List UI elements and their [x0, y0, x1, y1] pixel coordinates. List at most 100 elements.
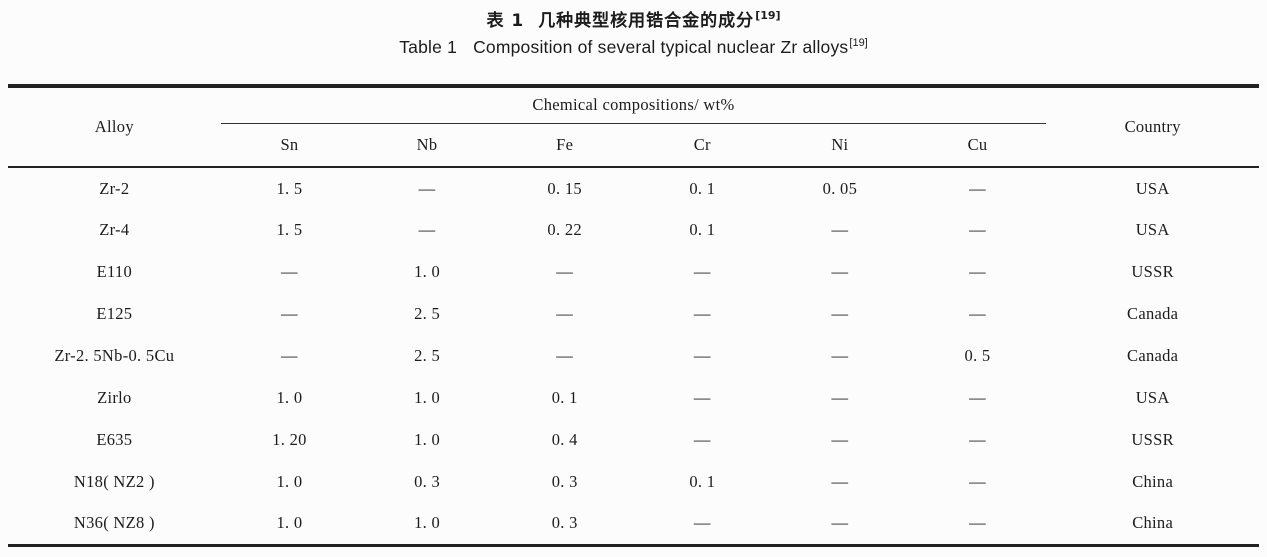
sn-cell: 1. 5: [276, 220, 303, 239]
country-cell: USA: [1135, 388, 1170, 407]
cr-cell: —: [693, 388, 711, 407]
cu-cell: —: [969, 304, 986, 323]
header-group-row: Alloy Chemical compositions/ wt% Country: [8, 86, 1259, 168]
column-header-cu: Cu: [908, 123, 1047, 168]
table-row: Zirlo 1. 0 1. 0 0. 1 — — — USA: [8, 377, 1259, 419]
column-header-cr: Cr: [633, 123, 772, 168]
alloy-cell: Zr-2: [99, 178, 130, 198]
nb-cell: 1. 0: [414, 513, 441, 533]
cr-cell: —: [693, 346, 711, 365]
ni-cell: 0. 05: [822, 178, 858, 198]
cu-cell: —: [969, 513, 986, 533]
table-caption-zh-text: 几种典型核用锆合金的成分: [538, 11, 755, 31]
composition-table: Alloy Chemical compositions/ wt% Country…: [8, 84, 1259, 547]
ni-cell: —: [831, 388, 849, 407]
table-row: N18( NZ2 ) 1. 0 0. 3 0. 3 0. 1 — — China: [8, 461, 1259, 503]
nb-cell: 2. 5: [414, 346, 441, 365]
table-row: Zr-2 1. 5 — 0. 15 0. 1 0. 05 — USA: [8, 167, 1259, 209]
ni-cell: —: [831, 513, 849, 533]
cr-cell: 0. 1: [689, 178, 716, 198]
cr-cell: —: [693, 430, 711, 449]
fe-cell: 0. 15: [547, 178, 582, 198]
table-row: N36( NZ8 ) 1. 0 1. 0 0. 3 — — — China: [8, 503, 1259, 545]
country-cell: USA: [1135, 220, 1170, 239]
alloy-cell: E635: [96, 430, 133, 449]
ni-cell: —: [831, 304, 849, 323]
sn-cell: —: [281, 346, 298, 365]
fe-cell: —: [556, 304, 574, 323]
alloy-cell: Zirlo: [97, 388, 132, 407]
sn-cell: —: [281, 262, 298, 281]
column-header-ni: Ni: [771, 123, 909, 168]
nb-cell: 1. 0: [414, 262, 441, 281]
cu-cell: 0. 5: [964, 346, 991, 365]
table-caption-en: Table 1 Composition of several typical nu…: [0, 37, 1267, 64]
country-cell: USSR: [1131, 262, 1174, 281]
column-header-alloy: Alloy: [8, 86, 221, 168]
cr-cell: 0. 1: [689, 472, 716, 491]
fe-cell: 0. 3: [551, 513, 578, 533]
fe-cell: —: [556, 262, 574, 281]
ni-cell: —: [831, 430, 849, 449]
alloy-cell: Zr-2. 5Nb-0. 5Cu: [54, 346, 175, 365]
table-header: Alloy Chemical compositions/ wt% Country…: [8, 86, 1259, 168]
column-header-fe: Fe: [495, 123, 634, 168]
column-group-header-compositions: Chemical compositions/ wt%: [220, 86, 1047, 124]
cr-cell: —: [693, 304, 711, 323]
table-row: Zr-4 1. 5 — 0. 22 0. 1 — — USA: [8, 209, 1259, 251]
column-header-country: Country: [1046, 86, 1259, 168]
cu-cell: —: [969, 178, 986, 198]
ni-cell: —: [831, 220, 849, 239]
country-cell: USSR: [1131, 430, 1174, 449]
country-cell: USA: [1135, 178, 1170, 198]
ni-cell: —: [831, 262, 849, 281]
table-caption-en-text: Composition of several typical nuclear Z…: [473, 37, 849, 57]
fe-cell: 0. 3: [551, 472, 578, 491]
nb-cell: —: [418, 178, 436, 198]
cr-cell: 0. 1: [689, 220, 716, 239]
nb-cell: —: [418, 220, 436, 239]
citation-superscript-en: [19]: [849, 37, 868, 49]
fe-cell: 0. 1: [551, 388, 578, 407]
sn-cell: 1. 0: [276, 472, 303, 491]
cu-cell: —: [969, 472, 986, 491]
ni-cell: —: [831, 346, 849, 365]
table-body: Zr-2 1. 5 — 0. 15 0. 1 0. 05 — USA Zr-4 1. 5 — 0. 2…: [8, 167, 1259, 545]
alloy-cell: Zr-4: [99, 220, 130, 239]
cr-cell: —: [693, 513, 711, 533]
country-cell: Canada: [1127, 304, 1179, 323]
column-header-nb: Nb: [358, 123, 496, 168]
nb-cell: 1. 0: [414, 388, 441, 407]
cu-cell: —: [969, 262, 986, 281]
table-row: E110 — 1. 0 — — — — USSR: [8, 251, 1259, 293]
cu-cell: —: [969, 220, 986, 239]
fe-cell: —: [556, 346, 574, 365]
cu-cell: —: [969, 388, 986, 407]
sn-cell: —: [281, 304, 298, 323]
table-row: Zr-2. 5Nb-0. 5Cu — 2. 5 — — — 0. 5 Canada: [8, 335, 1259, 377]
ni-cell: —: [831, 472, 849, 491]
alloy-cell: N18( NZ2 ): [73, 472, 155, 491]
table-caption-zh: 表 1 几种典型核用锆合金的成分[19]: [0, 0, 1267, 31]
table-row: E635 1. 20 1. 0 0. 4 — — — USSR: [8, 419, 1259, 461]
alloy-cell: N36( NZ8 ): [73, 513, 155, 533]
nb-cell: 1. 0: [414, 430, 441, 449]
sn-cell: 1. 5: [276, 178, 303, 198]
sn-cell: 1. 0: [276, 513, 303, 533]
country-cell: Canada: [1127, 346, 1179, 365]
sn-cell: 1. 0: [276, 388, 303, 407]
header-elements-row: Sn Nb Fe Cr Ni Cu: [8, 123, 1259, 168]
country-cell: China: [1132, 472, 1174, 491]
sn-cell: 1. 20: [272, 430, 307, 449]
table-row: E125 — 2. 5 — — — — Canada: [8, 293, 1259, 335]
cr-cell: —: [693, 262, 711, 281]
cu-cell: —: [969, 430, 986, 449]
nb-cell: 0. 3: [414, 472, 441, 491]
table-caption-en-label: Table 1: [399, 37, 458, 57]
alloy-cell: E125: [96, 304, 133, 323]
country-cell: China: [1132, 513, 1174, 533]
table-caption-zh-label: 表 1: [486, 11, 525, 31]
nb-cell: 2. 5: [414, 304, 441, 323]
fe-cell: 0. 4: [551, 430, 578, 449]
citation-superscript-zh: [19]: [755, 9, 781, 22]
